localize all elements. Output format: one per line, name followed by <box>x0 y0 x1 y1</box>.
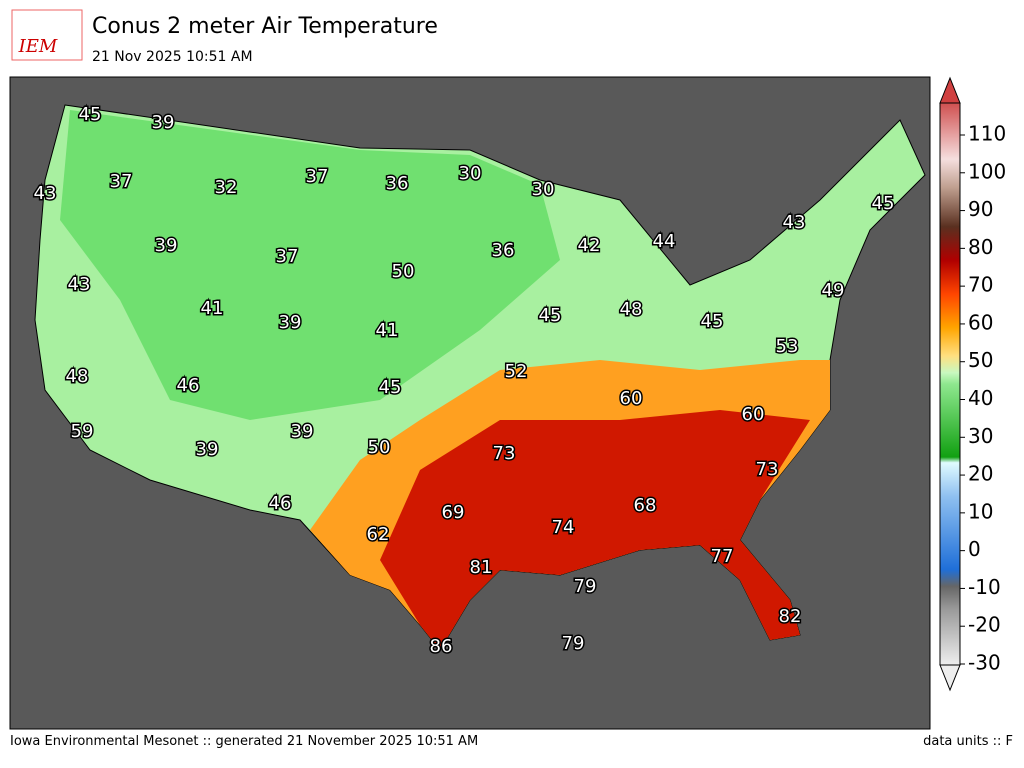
logo: IEM <box>11 9 83 61</box>
station-value: 50 <box>392 261 415 282</box>
station-value: 43 <box>68 274 91 295</box>
title: Conus 2 meter Air Temperature <box>92 14 438 39</box>
colorbar-tick-label: 60 <box>968 310 993 334</box>
colorbar-tick-label: 80 <box>968 235 993 259</box>
station-value: 43 <box>783 212 806 233</box>
station-value: 79 <box>562 633 585 654</box>
station-value: 41 <box>376 320 399 341</box>
colorbar-tick-label: 20 <box>968 462 993 486</box>
station-value: 45 <box>872 193 895 214</box>
colorbar-tick-label: 50 <box>968 348 993 372</box>
station-value: 39 <box>152 112 175 133</box>
station-value: 46 <box>177 375 200 396</box>
logo-text: IEM <box>18 36 58 57</box>
colorbar-tick-label: 110 <box>968 122 1006 146</box>
station-value: 36 <box>492 240 515 261</box>
station-value: 37 <box>110 171 133 192</box>
colorbar-tick-label: 100 <box>968 159 1006 183</box>
hot-region <box>380 410 810 650</box>
station-value: 69 <box>442 502 465 523</box>
logo-frame <box>11 9 83 61</box>
station-value: 48 <box>620 299 643 320</box>
station-value: 45 <box>79 104 102 125</box>
cbar-top <box>939 76 961 104</box>
station-value: 53 <box>776 336 799 357</box>
station-value: 49 <box>822 280 845 301</box>
station-value: 73 <box>493 443 516 464</box>
colorbar-tick-label: -30 <box>968 651 1001 675</box>
station-value: 62 <box>367 524 390 545</box>
station-value: 50 <box>368 437 391 458</box>
station-value: 39 <box>155 235 178 256</box>
station-value: 52 <box>505 361 528 382</box>
station-value: 48 <box>66 366 89 387</box>
station-value: 42 <box>578 235 601 256</box>
station-value: 60 <box>620 388 643 409</box>
station-value: 41 <box>201 298 224 319</box>
colorbar-tick-label: 70 <box>968 273 993 297</box>
station-value: 82 <box>779 606 802 627</box>
station-value: 39 <box>196 439 219 460</box>
station-value: 45 <box>701 311 724 332</box>
colorbar <box>939 102 961 666</box>
station-value: 86 <box>430 636 453 657</box>
station-value: 37 <box>276 246 299 267</box>
station-value: 32 <box>215 177 238 198</box>
station-value: 45 <box>539 305 562 326</box>
station-value: 59 <box>71 421 94 442</box>
station-value: 68 <box>634 495 657 516</box>
station-value: 45 <box>379 377 402 398</box>
station-value: 39 <box>291 421 314 442</box>
footer-right: data units :: F <box>923 734 1013 749</box>
station-labels: 45 39 43 37 32 37 36 30 30 39 37 50 36 42 44 43 45 43 41 39… <box>32 103 896 659</box>
station-value: 30 <box>532 179 555 200</box>
station-value: 81 <box>470 557 493 578</box>
station-value: 37 <box>306 166 329 187</box>
station-value: 79 <box>574 576 597 597</box>
station-value: 46 <box>269 493 292 514</box>
colorbar-tick-label: 0 <box>968 537 981 561</box>
colorbar-tick-label: -10 <box>968 575 1001 599</box>
station-value: 77 <box>711 546 734 567</box>
station-value: 43 <box>34 183 57 204</box>
colorbar-tick-label: 90 <box>968 197 993 221</box>
colorbar-tick-label: 30 <box>968 424 993 448</box>
station-value: 60 <box>742 404 765 425</box>
station-value: 30 <box>459 163 482 184</box>
station-value: 36 <box>386 173 409 194</box>
station-value: 73 <box>756 459 779 480</box>
colorbar-ticks: -30 -20 -10 0 10 20 30 40 50 60 70 80 90 100 110 <box>960 122 1006 675</box>
colorbar-tick-label: 40 <box>968 386 993 410</box>
station-value: 39 <box>279 312 302 333</box>
cbar-bottom <box>939 664 961 692</box>
colorbar-tick-label: -20 <box>968 613 1001 637</box>
colorbar-tick-label: 10 <box>968 499 993 523</box>
footer-left: Iowa Environmental Mesonet :: generated … <box>10 734 478 749</box>
station-value: 44 <box>653 231 676 252</box>
station-value: 74 <box>552 517 575 538</box>
cool-region <box>60 110 560 420</box>
subtitle: 21 Nov 2025 10:51 AM <box>92 49 253 65</box>
